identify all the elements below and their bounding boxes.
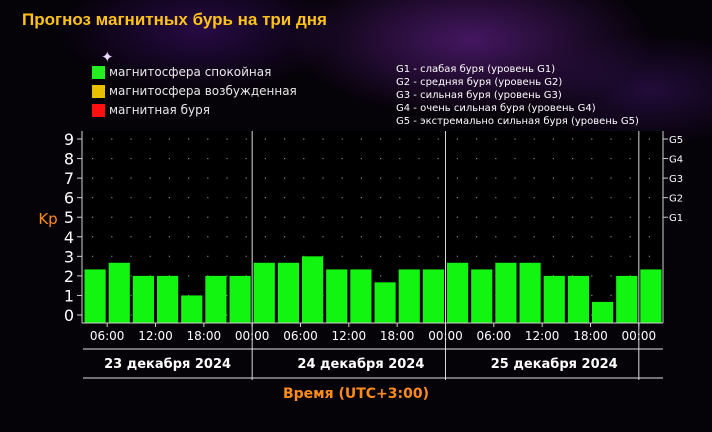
bar-kp — [519, 262, 541, 323]
x-axis-title: Время (UTC+3:00) — [282, 386, 430, 402]
bar-kp — [398, 269, 420, 323]
y-tick-label: 9 — [64, 130, 74, 149]
bar-kp — [205, 275, 227, 323]
legend-item-storm: магнитная буря — [92, 101, 297, 119]
x-tick-label: 18:00 — [573, 329, 608, 343]
x-tick-label: 06:00 — [477, 329, 512, 343]
y-tick-label: 8 — [64, 150, 74, 169]
bar-kp — [447, 262, 469, 323]
bar-kp — [567, 275, 589, 323]
y-tick-label: 5 — [64, 208, 74, 227]
x-tick-label: 00:00 — [428, 329, 463, 343]
bar-kp — [350, 269, 372, 323]
y-tick-label: 4 — [64, 228, 74, 247]
storm-level-list: G1 - слабая буря (уровень G1) G2 - средн… — [396, 63, 639, 128]
y-tick-label: 2 — [64, 267, 74, 286]
legend-swatch-storm — [92, 103, 105, 117]
bar-kp — [108, 262, 130, 323]
bar-kp — [326, 269, 348, 323]
y-tick-label: 6 — [64, 189, 74, 208]
y-tick-label: 7 — [64, 169, 74, 188]
legend-label-storm: магнитная буря — [109, 103, 210, 117]
y-tick-label: 3 — [64, 247, 74, 266]
right-axis-label: G2 — [669, 194, 683, 205]
plot-area — [83, 131, 663, 323]
x-tick-label: 06:00 — [90, 329, 125, 343]
right-axis-label: G5 — [669, 135, 683, 146]
bar-kp — [302, 256, 324, 323]
day-label: 25 декабря 2024 — [491, 357, 618, 372]
x-tick-label: 00:00 — [235, 329, 270, 343]
x-tick-label: 12:00 — [138, 329, 173, 343]
bar-kp — [543, 275, 565, 323]
right-axis-label: G1 — [669, 213, 683, 224]
x-tick-label: 00:00 — [622, 329, 657, 343]
legend-label-quiet: магнитосфера спокойная — [109, 65, 272, 79]
legend-label-excited: магнитосфера возбужденная — [109, 84, 297, 98]
y-axis-title: Kp — [38, 210, 57, 228]
bar-kp — [84, 269, 106, 323]
bar-kp — [181, 295, 203, 323]
legend-swatch-excited — [92, 84, 105, 98]
day-label: 23 декабря 2024 — [104, 357, 231, 372]
legend-item-excited: магнитосфера возбужденная — [92, 82, 297, 100]
bar-kp — [229, 275, 251, 323]
bar-kp — [471, 269, 493, 323]
bar-kp — [374, 282, 396, 323]
legend: магнитосфера спокойная магнитосфера возб… — [92, 63, 297, 120]
bar-kp — [616, 275, 638, 323]
star-icon: ✦ — [101, 48, 114, 66]
bar-kp — [253, 262, 275, 323]
storm-level-g3: G3 - сильная буря (уровень G3) — [396, 90, 562, 101]
bar-kp — [132, 275, 154, 323]
bar-kp — [422, 269, 444, 323]
x-tick-label: 18:00 — [380, 329, 415, 343]
x-tick-label: 12:00 — [332, 329, 367, 343]
bar-kp — [277, 262, 299, 323]
right-axis-label: G4 — [669, 155, 683, 166]
right-axis-label: G3 — [669, 174, 683, 185]
day-label: 24 декабря 2024 — [297, 357, 424, 372]
storm-level-g2: G2 - средняя буря (уровень G2) — [396, 77, 563, 88]
bar-kp — [157, 275, 179, 323]
legend-swatch-quiet — [92, 65, 105, 79]
bar-kp — [640, 269, 662, 323]
bar-kp — [592, 301, 614, 323]
legend-item-quiet: магнитосфера спокойная — [92, 63, 297, 81]
bar-kp — [495, 262, 517, 323]
y-tick-label: 1 — [64, 286, 74, 305]
x-tick-label: 06:00 — [283, 329, 318, 343]
x-tick-label: 12:00 — [525, 329, 560, 343]
page-title: Прогноз магнитных бурь на три дня — [22, 10, 327, 29]
storm-level-g4: G4 - очень сильная буря (уровень G4) — [396, 103, 596, 114]
x-tick-label: 18:00 — [187, 329, 222, 343]
y-tick-label: 0 — [64, 306, 74, 325]
storm-level-g5: G5 - экстремально сильная буря (уровень … — [396, 116, 639, 127]
storm-level-g1: G1 - слабая буря (уровень G1) — [396, 64, 556, 75]
